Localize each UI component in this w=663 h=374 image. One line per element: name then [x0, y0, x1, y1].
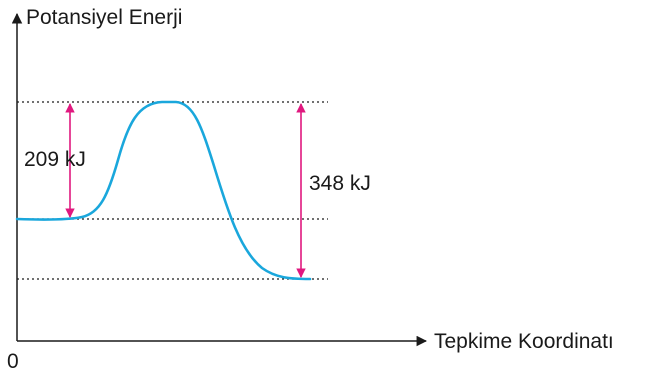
x-axis-label: Tepkime Koordinatı	[434, 330, 614, 353]
reaction-energy-curve	[15, 100, 312, 281]
activation-energy-label: 209 kJ	[24, 148, 86, 171]
y-axis-label: Potansiyel Enerji	[26, 6, 182, 29]
reverse-activation-energy-label: 348 kJ	[309, 172, 371, 195]
origin-label: 0	[7, 350, 19, 373]
